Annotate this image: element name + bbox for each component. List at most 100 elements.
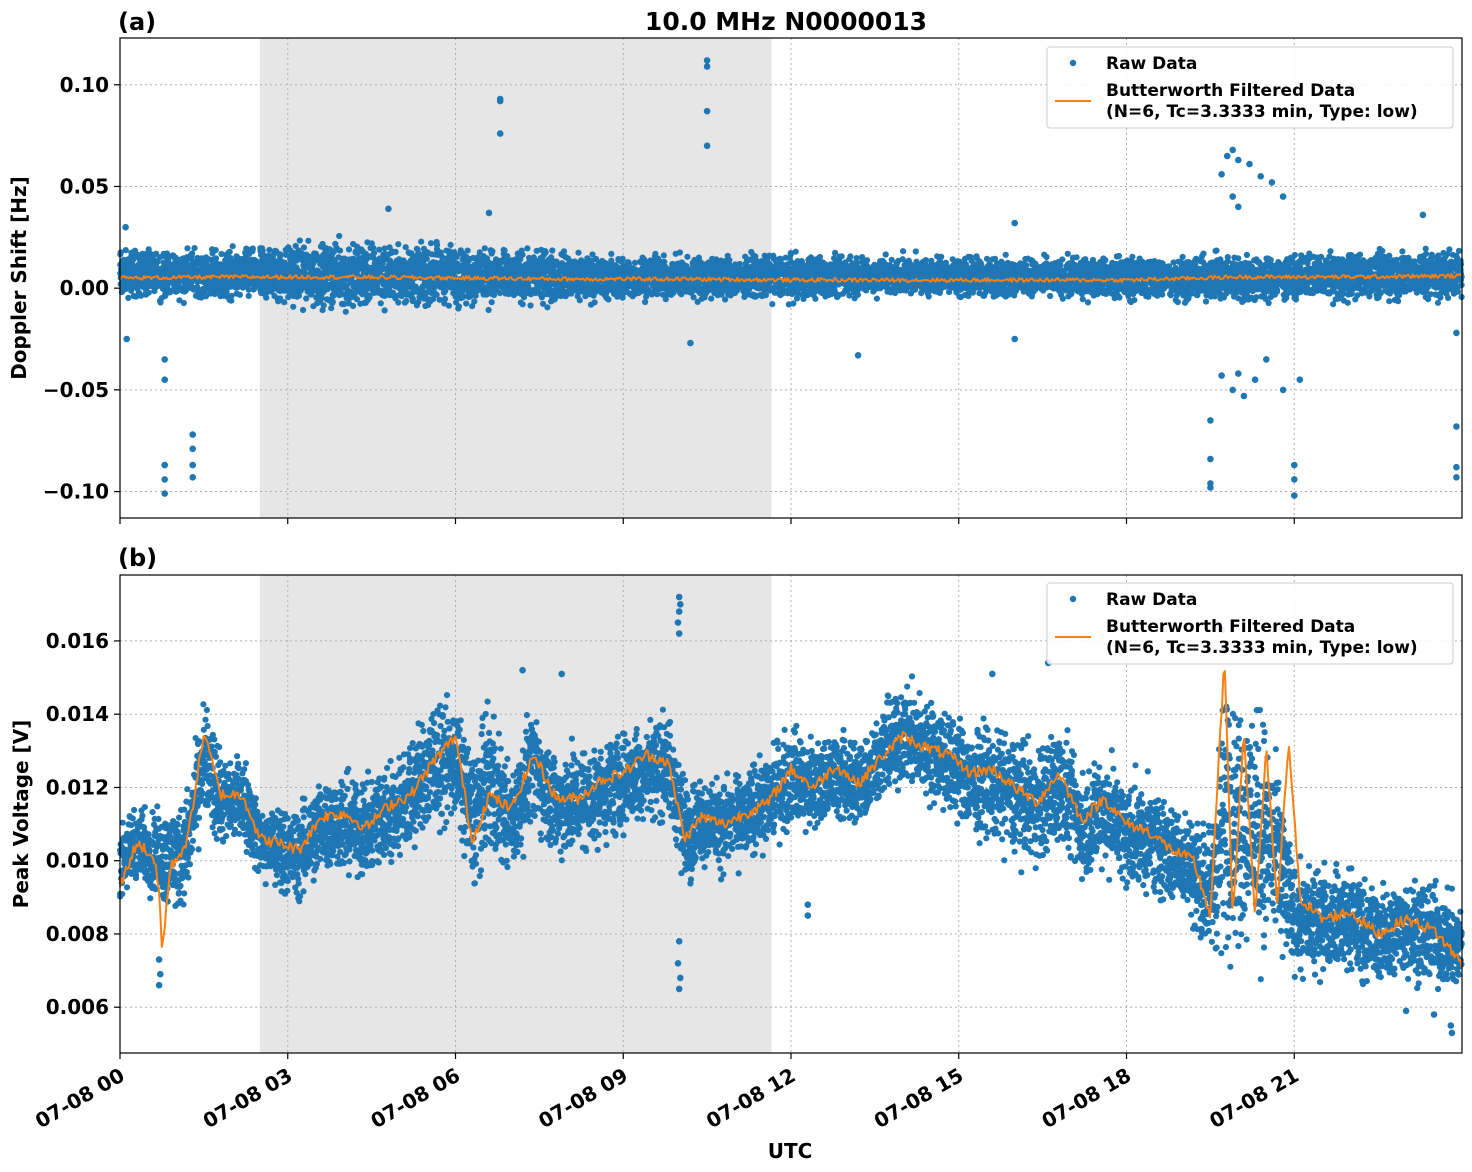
raw-data-point <box>277 295 284 302</box>
raw-data-point <box>471 298 478 305</box>
raw-data-point <box>350 302 357 309</box>
raw-data-point <box>619 255 626 262</box>
raw-data-point <box>320 302 327 309</box>
raw-data-point <box>336 247 344 254</box>
raw-data-point <box>690 294 697 301</box>
raw-data-point <box>403 297 410 305</box>
raw-data-point <box>336 232 343 240</box>
raw-data-point <box>489 248 496 255</box>
raw-data-point <box>847 253 854 260</box>
raw-data-point <box>488 299 495 306</box>
raw-data-point <box>912 248 919 255</box>
raw-data-point <box>481 245 488 252</box>
raw-data-point <box>329 298 336 305</box>
raw-data-point <box>345 246 353 253</box>
raw-data-point <box>560 248 568 255</box>
raw-data-point <box>228 292 235 299</box>
raw-data-point <box>277 251 284 258</box>
raw-data-point <box>202 293 210 300</box>
raw-data-point <box>684 253 691 260</box>
raw-data-point <box>900 248 907 255</box>
raw-data-point <box>608 250 615 257</box>
raw-data-point <box>660 252 667 259</box>
raw-data-point <box>864 257 871 264</box>
raw-data-point <box>305 237 312 244</box>
raw-data-point <box>152 250 160 257</box>
raw-data-point <box>792 248 799 255</box>
raw-data-point <box>447 241 454 248</box>
raw-data-point <box>145 289 152 296</box>
raw-data-point <box>164 283 171 290</box>
raw-data-point <box>249 245 256 252</box>
raw-data-point <box>938 253 945 260</box>
raw-data-point <box>519 301 526 308</box>
raw-data-point <box>519 251 526 258</box>
raw-data-point <box>722 296 729 303</box>
raw-data-point <box>544 304 551 311</box>
raw-data-point <box>501 247 508 254</box>
raw-data-point <box>290 303 297 310</box>
raw-data-point <box>189 250 196 257</box>
raw-data-point <box>218 250 225 258</box>
raw-data-point <box>285 294 292 301</box>
raw-data-point <box>463 300 470 307</box>
raw-data-point <box>708 295 715 302</box>
raw-data-point <box>882 251 889 258</box>
raw-data-point <box>366 294 373 301</box>
raw-data-point <box>245 292 252 299</box>
raw-data-point <box>122 247 129 254</box>
raw-data-point <box>445 302 452 309</box>
raw-data-point <box>769 301 776 308</box>
raw-data-point <box>342 308 349 315</box>
raw-data-point <box>816 253 824 261</box>
raw-data-point <box>226 248 233 255</box>
raw-data-point <box>281 299 288 306</box>
raw-data-point <box>228 297 235 304</box>
raw-data-point <box>485 306 492 314</box>
panel-a-doppler-shift: −0.10−0.050.000.050.10 (a) 10.0 MHz N000… <box>7 7 1465 524</box>
raw-data-point <box>395 299 402 306</box>
raw-data-point <box>300 306 307 314</box>
raw-data-point <box>873 295 881 302</box>
raw-data-point <box>524 245 531 252</box>
raw-data-point <box>402 244 409 251</box>
raw-data-point <box>212 247 219 254</box>
raw-data-point <box>464 247 471 254</box>
raw-data-point <box>455 303 462 310</box>
raw-data-point <box>191 245 198 252</box>
raw-data-point <box>676 249 684 256</box>
raw-data-point <box>542 249 549 256</box>
raw-data-point <box>266 246 273 254</box>
raw-data-point <box>117 249 124 256</box>
raw-data-point <box>377 300 384 307</box>
raw-data-point <box>619 294 626 301</box>
raw-data-point <box>441 295 449 303</box>
raw-data-point <box>527 302 534 309</box>
raw-data-point <box>576 297 583 304</box>
raw-data-point <box>300 244 307 251</box>
raw-data-point <box>245 286 252 293</box>
raw-data-point <box>395 241 402 248</box>
raw-data-point <box>296 237 303 244</box>
raw-data-point <box>549 247 556 254</box>
raw-data-point <box>392 248 399 255</box>
raw-data-point <box>922 257 929 264</box>
raw-data-point <box>370 249 378 257</box>
raw-data-point <box>575 249 582 256</box>
raw-data-point <box>236 291 243 298</box>
raw-data-point <box>591 299 598 306</box>
raw-data-point <box>838 253 845 260</box>
raw-data-point <box>427 240 435 247</box>
raw-data-point <box>418 238 425 245</box>
raw-data-point <box>180 299 187 307</box>
raw-data-point <box>134 251 141 258</box>
raw-data-point <box>263 294 270 301</box>
raw-data-point <box>812 295 819 302</box>
raw-data-point <box>790 300 797 307</box>
raw-data-point <box>381 307 388 314</box>
raw-data-point <box>925 293 932 300</box>
raw-data-point <box>423 255 430 262</box>
raw-data-point <box>642 298 649 306</box>
raw-data-point <box>212 255 220 262</box>
